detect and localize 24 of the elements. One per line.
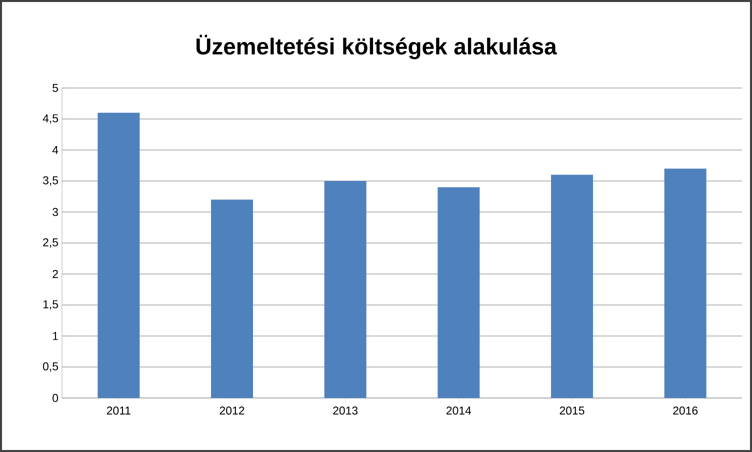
y-tick-label: 3 [52, 208, 58, 216]
y-tick-label: 2 [52, 270, 58, 278]
y-tick-label: 3,5 [43, 176, 58, 186]
x-tick-label: 2013 [333, 406, 358, 415]
x-tick-label: 2014 [446, 406, 472, 415]
x-tick-label: 2016 [673, 406, 698, 415]
bar [438, 187, 480, 398]
x-tick-label: 2011 [106, 406, 130, 415]
y-tick-label: 2,5 [43, 238, 58, 248]
bar [664, 168, 706, 398]
chart-title: Üzemeltetési költségek alakulása [196, 34, 557, 60]
x-tick-label: 2015 [560, 406, 584, 415]
bar [324, 180, 366, 398]
y-tick-label: 0,5 [43, 362, 58, 372]
bar [98, 112, 140, 398]
y-tick-label: 4,5 [42, 114, 58, 124]
bar [551, 174, 594, 398]
y-tick-label: 4 [52, 146, 58, 154]
y-tick-label: 5 [52, 84, 58, 92]
y-tick-label: 0 [52, 394, 58, 402]
y-tick-label: 1,5 [43, 300, 58, 310]
bar [211, 200, 254, 398]
y-tick-label: 1 [52, 332, 58, 340]
x-tick-label: 2012 [220, 406, 244, 415]
